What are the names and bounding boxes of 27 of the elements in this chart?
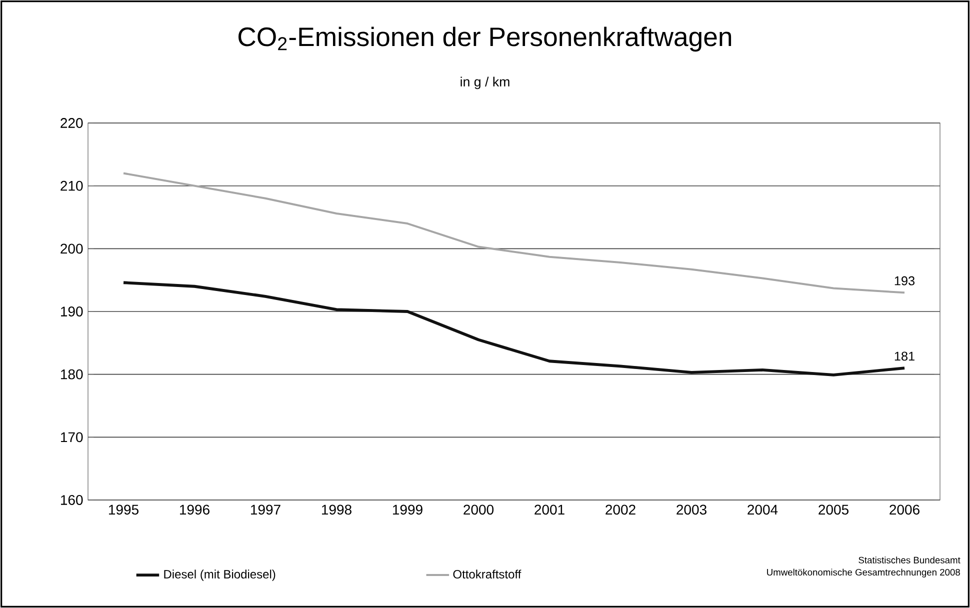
y-tick-label: 190	[61, 306, 83, 316]
legend-label: Diesel (mit Biodiesel)	[164, 570, 276, 581]
x-tick-label: 1998	[322, 504, 352, 515]
x-tick-label: 2000	[464, 504, 494, 515]
data-label: 181	[894, 352, 914, 361]
y-tick-label: 220	[60, 118, 83, 128]
x-tick-label: 1996	[180, 504, 210, 515]
y-tick-label: 210	[60, 180, 83, 191]
text: Umweltökonomische Gesamtrechnungen 2008	[767, 568, 960, 578]
x-tick-label: 2002	[606, 504, 636, 515]
text: Statistisches Bundesamt	[858, 556, 960, 564]
x-tick-label: 2001	[534, 504, 564, 515]
y-tick-label: 180	[61, 369, 83, 380]
x-tick-label: 1997	[251, 504, 280, 515]
chart-title: CO$_{2}$-Emissionen der Personenkraftwagen	[238, 26, 732, 52]
legend-label: Ottokraftstoff	[453, 570, 522, 579]
y-tick-label: 160	[61, 495, 83, 505]
x-tick-label: 1995	[109, 504, 138, 515]
x-tick-label: 2004	[748, 504, 778, 515]
x-tick-label: 2006	[890, 504, 920, 515]
x-tick-label: 2005	[818, 504, 848, 515]
x-tick-label: 1999	[393, 504, 422, 515]
y-tick-label: 200	[60, 244, 83, 254]
data-label: 193	[894, 276, 915, 286]
y-tick-label: 170	[61, 432, 83, 442]
x-tick-label: 2003	[676, 504, 706, 515]
chart-subtitle: in g / km	[460, 76, 510, 90]
